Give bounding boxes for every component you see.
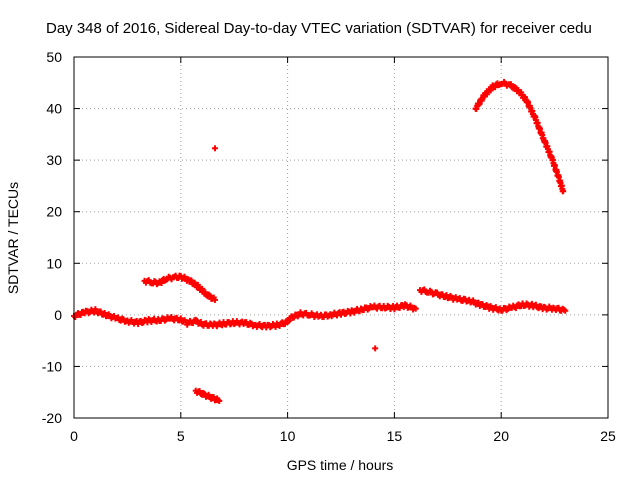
x-tick-label: 5 (177, 428, 185, 444)
data-point (188, 277, 195, 284)
data-point (562, 307, 569, 314)
tick-labels: 0 5 10 15 20 25 -20 -10 0 10 20 30 40 50 (42, 49, 616, 444)
data-point (177, 315, 184, 322)
data-point (560, 188, 567, 195)
data-point (101, 309, 108, 316)
y-tick-label: 40 (46, 101, 62, 117)
y-tick-label: -10 (42, 358, 62, 374)
x-tick-label: 15 (387, 428, 403, 444)
data-point (211, 296, 218, 303)
data-point (412, 305, 419, 312)
y-tick-label: 50 (46, 49, 62, 65)
y-axis-title: SDTVAR / TECUs (5, 182, 21, 294)
data-point (216, 397, 223, 404)
y-tick-label: 10 (46, 255, 62, 271)
grid-lines (74, 57, 608, 418)
y-tick-label: 0 (54, 307, 62, 323)
y-tick-label: 20 (46, 204, 62, 220)
x-axis-title: GPS time / hours (287, 457, 394, 473)
data-point (507, 81, 514, 88)
data-point (372, 345, 379, 352)
chart-title: Day 348 of 2016, Sidereal Day-to-day VTE… (46, 20, 592, 37)
data-points (71, 78, 569, 404)
y-tick-label: 30 (46, 152, 62, 168)
plot-frame (73, 56, 609, 419)
data-point (211, 145, 218, 152)
x-tick-label: 10 (280, 428, 296, 444)
y-tick-label: -20 (42, 410, 62, 426)
x-tick-label: 0 (70, 428, 78, 444)
data-point (199, 285, 206, 292)
x-tick-label: 20 (493, 428, 509, 444)
x-tick-label: 25 (600, 428, 616, 444)
